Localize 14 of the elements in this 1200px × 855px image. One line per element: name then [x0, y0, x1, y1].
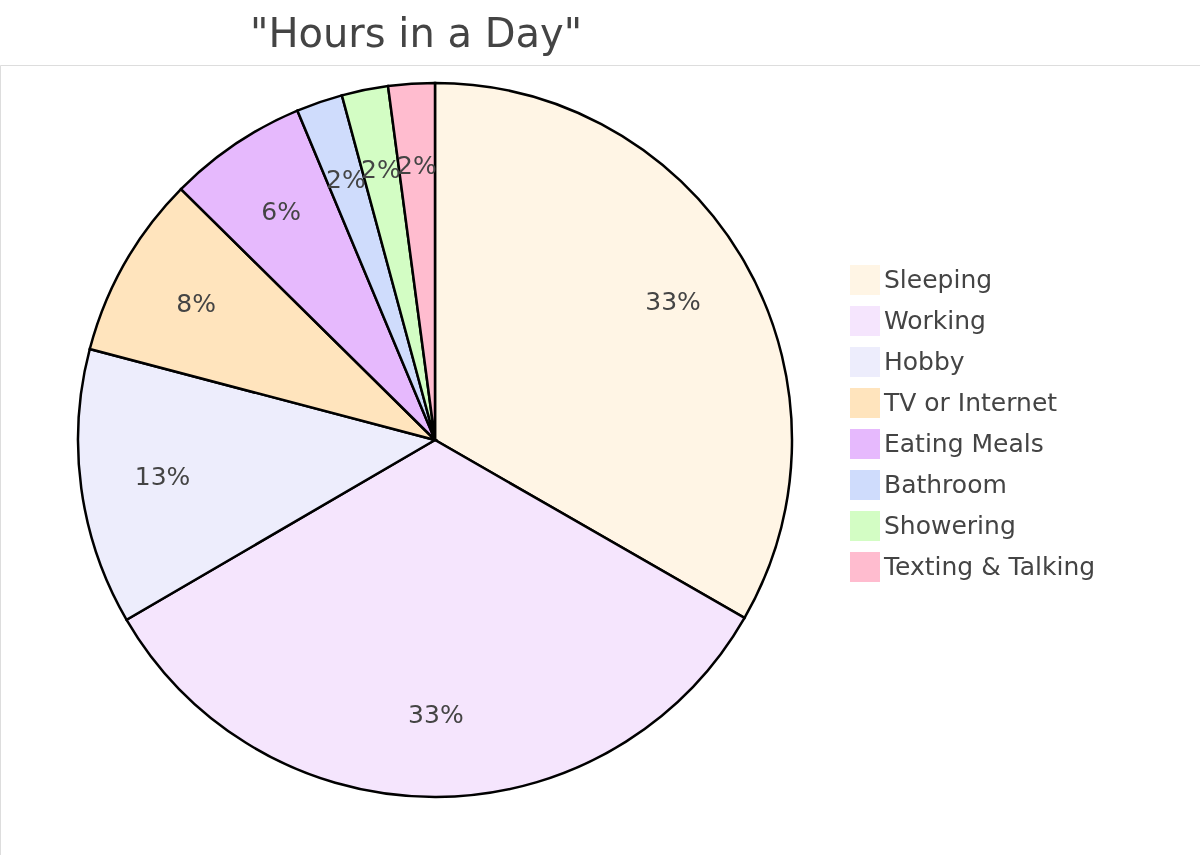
legend-label: TV or Internet — [883, 388, 1058, 417]
data-label: 13% — [134, 462, 191, 492]
legend-label: Working — [884, 306, 986, 335]
data-label: 33% — [408, 700, 464, 729]
legend-label: Sleeping — [884, 265, 993, 294]
legend-label: Hobby — [884, 347, 965, 376]
chart-title: "Hours in a Day" — [250, 10, 583, 56]
data-label: 6% — [261, 197, 301, 227]
legend-label: Eating Meals — [884, 429, 1044, 458]
data-label: 33% — [645, 287, 701, 317]
data-label: 8% — [176, 288, 216, 318]
legend-label: Bathroom — [884, 470, 1007, 499]
legend-label: Showering — [884, 511, 1016, 540]
legend-label: Texting & Talking — [883, 552, 1096, 581]
